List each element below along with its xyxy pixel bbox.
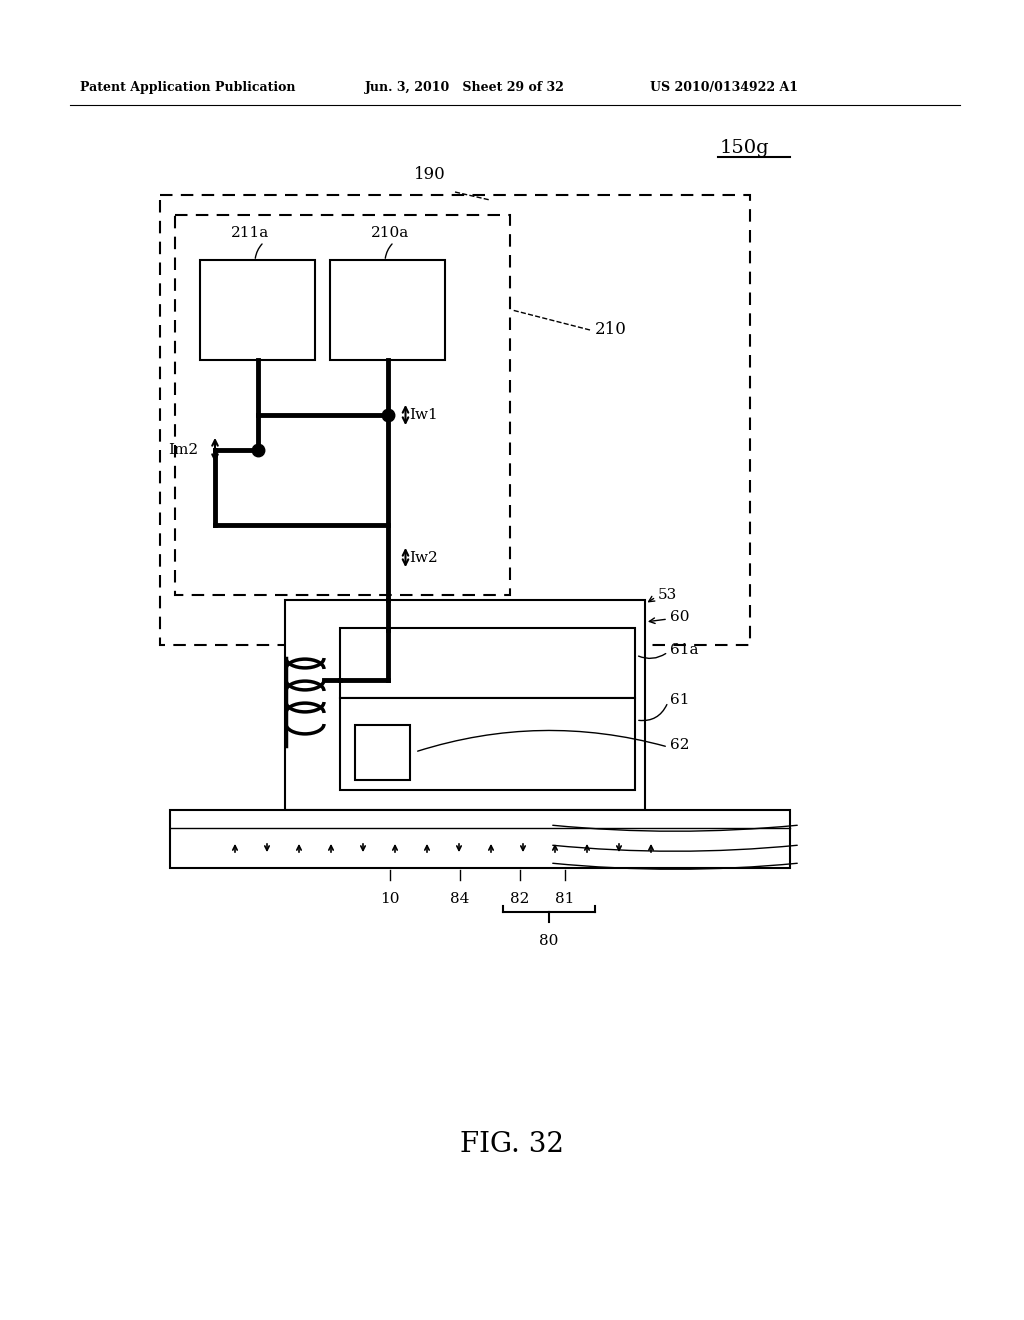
Bar xyxy=(340,698,635,789)
Text: Iw2: Iw2 xyxy=(410,550,438,565)
Text: 61: 61 xyxy=(670,693,689,708)
Text: 61a: 61a xyxy=(670,643,698,657)
Bar xyxy=(175,215,510,595)
Text: 84: 84 xyxy=(451,892,470,906)
Text: 210a: 210a xyxy=(371,226,410,240)
Bar xyxy=(330,260,445,360)
Text: 80: 80 xyxy=(540,935,559,948)
Text: FIG. 32: FIG. 32 xyxy=(460,1131,564,1159)
Bar xyxy=(355,725,410,780)
Text: 53: 53 xyxy=(658,587,677,602)
Text: 150g: 150g xyxy=(720,139,770,157)
Text: 190: 190 xyxy=(414,166,445,183)
Text: 60: 60 xyxy=(670,610,689,624)
Text: 210: 210 xyxy=(595,322,627,338)
Text: US 2010/0134922 A1: US 2010/0134922 A1 xyxy=(650,82,798,95)
Bar xyxy=(200,260,315,360)
Text: 82: 82 xyxy=(510,892,529,906)
Bar xyxy=(285,601,645,810)
Text: 211a: 211a xyxy=(230,226,269,240)
Text: Jun. 3, 2010   Sheet 29 of 32: Jun. 3, 2010 Sheet 29 of 32 xyxy=(365,82,565,95)
Text: Im2: Im2 xyxy=(168,444,198,457)
Text: 81: 81 xyxy=(555,892,574,906)
Bar xyxy=(170,810,790,869)
Text: 62: 62 xyxy=(670,738,689,752)
Text: Iw1: Iw1 xyxy=(410,408,438,422)
Bar xyxy=(160,195,750,645)
Text: 10: 10 xyxy=(380,892,399,906)
Text: Patent Application Publication: Patent Application Publication xyxy=(80,82,296,95)
Bar xyxy=(340,628,635,698)
